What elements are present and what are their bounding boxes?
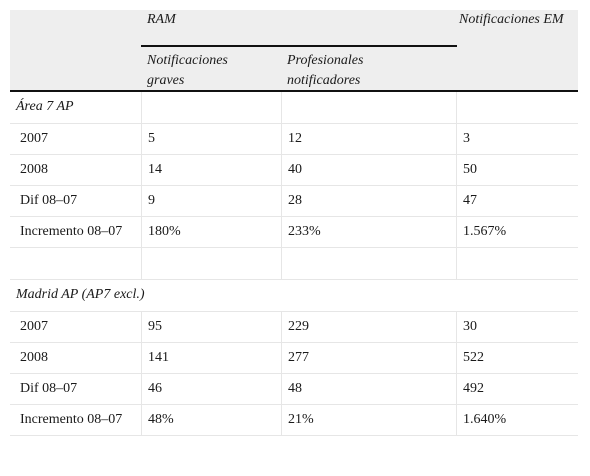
row-label: Dif 08–07 bbox=[20, 193, 78, 208]
data-table: RAM Notificaciones graves Profesionales … bbox=[10, 10, 578, 436]
section-title: Área 7 AP bbox=[16, 99, 74, 114]
table-row: Incremento 08–07 48% 21% 1.640% bbox=[10, 405, 578, 436]
cell-profesionales: 233% bbox=[281, 217, 456, 247]
cell-em: 522 bbox=[456, 343, 578, 373]
row-label: 2008 bbox=[20, 350, 48, 365]
row-label: Dif 08–07 bbox=[20, 381, 78, 396]
cell-em: 30 bbox=[456, 312, 578, 342]
section-header-row: Área 7 AP bbox=[10, 92, 578, 124]
cell-graves: 180% bbox=[141, 217, 281, 247]
row-label: 2007 bbox=[20, 319, 48, 334]
cell-em: 47 bbox=[456, 186, 578, 216]
cell-graves: 95 bbox=[141, 312, 281, 342]
cell-profesionales: 40 bbox=[281, 155, 456, 185]
cell-em: 1.567% bbox=[456, 217, 578, 247]
cell-profesionales: 21% bbox=[281, 405, 456, 435]
cell-graves: 46 bbox=[141, 374, 281, 404]
cell-em: 1.640% bbox=[456, 405, 578, 435]
cell-graves: 48% bbox=[141, 405, 281, 435]
cell-graves: 14 bbox=[141, 155, 281, 185]
cell-graves: 5 bbox=[141, 124, 281, 154]
table-row: 2008 14 40 50 bbox=[10, 155, 578, 186]
table-row: Dif 08–07 9 28 47 bbox=[10, 186, 578, 217]
cell-graves: 141 bbox=[141, 343, 281, 373]
cell-profesionales: 48 bbox=[281, 374, 456, 404]
row-label: Incremento 08–07 bbox=[20, 412, 123, 427]
header-ram: RAM bbox=[147, 12, 176, 27]
table-row: 2008 141 277 522 bbox=[10, 343, 578, 374]
cell-em: 3 bbox=[456, 124, 578, 154]
header-profesionales-notificadores: Profesionales notificadores bbox=[287, 53, 364, 88]
cell-em: 492 bbox=[456, 374, 578, 404]
table-row: Dif 08–07 46 48 492 bbox=[10, 374, 578, 405]
row-label: 2008 bbox=[20, 162, 48, 177]
header-notificaciones-em: Notificaciones EM bbox=[459, 12, 564, 27]
section-header-row: Madrid AP (AP7 excl.) bbox=[10, 280, 578, 312]
cell-profesionales: 12 bbox=[281, 124, 456, 154]
row-label: Incremento 08–07 bbox=[20, 224, 123, 239]
spacer-row bbox=[10, 248, 578, 280]
section-title: Madrid AP (AP7 excl.) bbox=[16, 287, 145, 302]
cell-profesionales: 229 bbox=[281, 312, 456, 342]
table-row: Incremento 08–07 180% 233% 1.567% bbox=[10, 217, 578, 248]
table-row: 2007 5 12 3 bbox=[10, 124, 578, 155]
header-ram-rule bbox=[141, 45, 457, 47]
cell-em: 50 bbox=[456, 155, 578, 185]
cell-graves: 9 bbox=[141, 186, 281, 216]
table-header: RAM Notificaciones graves Profesionales … bbox=[10, 10, 578, 92]
table-row: 2007 95 229 30 bbox=[10, 312, 578, 343]
cell-profesionales: 277 bbox=[281, 343, 456, 373]
header-notificaciones-graves: Notificaciones graves bbox=[147, 53, 228, 88]
cell-profesionales: 28 bbox=[281, 186, 456, 216]
row-label: 2007 bbox=[20, 131, 48, 146]
